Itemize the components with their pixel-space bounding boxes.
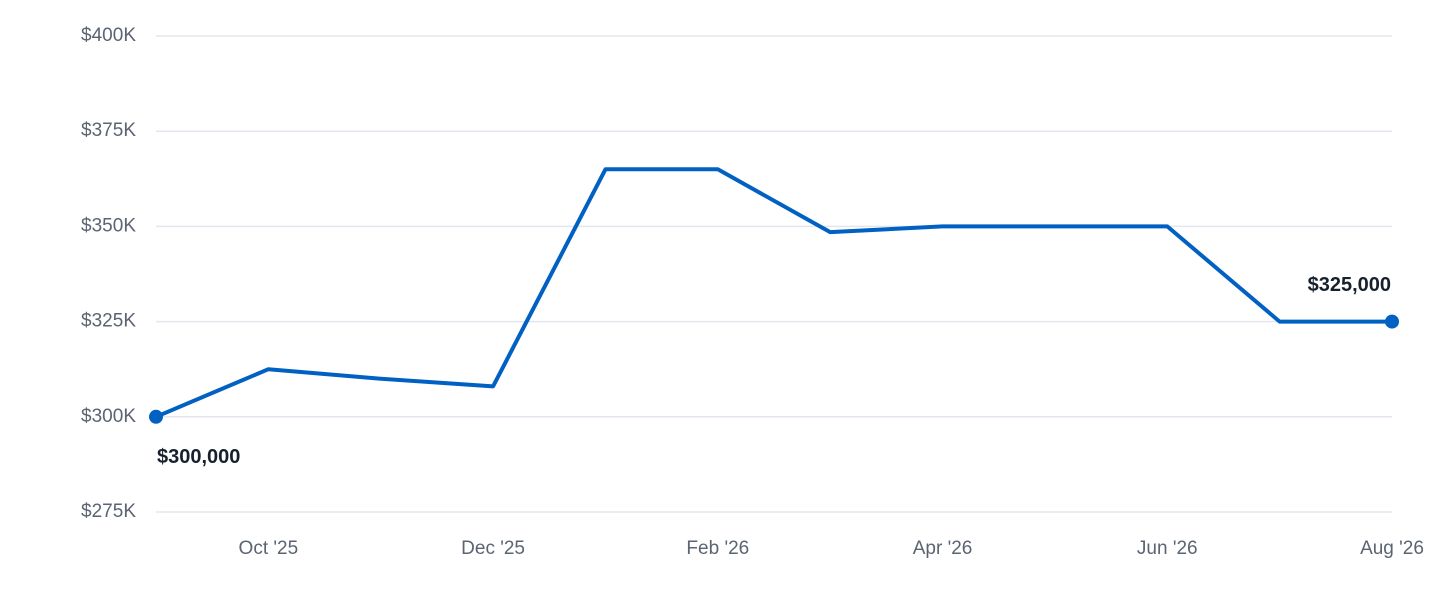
- point: [1385, 314, 1399, 329]
- data-label: $325,000: [1308, 274, 1391, 296]
- x-tick-label: Feb '26: [686, 538, 749, 559]
- x-tick-label: Dec '25: [461, 538, 525, 559]
- line: [155, 167, 1392, 419]
- y-tick-label: $350K: [81, 215, 136, 236]
- x-tick-label: Apr '26: [913, 538, 973, 559]
- y-tick-label: $325K: [81, 311, 136, 332]
- y-tick-label: $275K: [81, 501, 136, 522]
- data-label: $300,000: [157, 446, 240, 468]
- y-tick-label: $300K: [81, 406, 136, 427]
- y-tick-label: $375K: [81, 120, 136, 141]
- x-tick-label: Oct '25: [239, 538, 299, 559]
- point: [149, 409, 163, 424]
- x-tick-label: Jun '26: [1137, 538, 1198, 559]
- y-tick-label: $400K: [81, 25, 136, 46]
- x-tick-label: Aug '26: [1360, 538, 1424, 559]
